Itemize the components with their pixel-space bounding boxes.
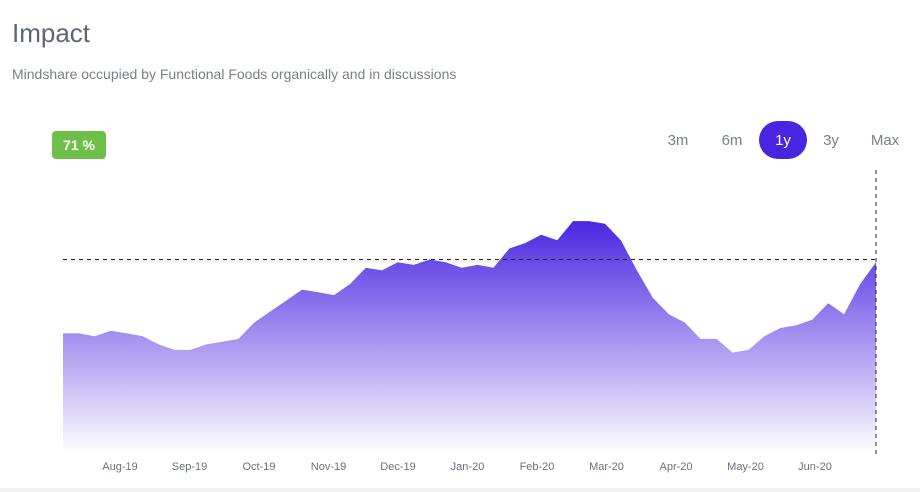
range-3m-button[interactable]: 3m (667, 131, 689, 149)
x-tick-label: Jan-20 (451, 461, 485, 473)
x-tick-label: Aug-19 (102, 461, 137, 473)
x-tick-label: May-20 (727, 461, 764, 473)
page-subtitle: Mindshare occupied by Functional Foods o… (12, 66, 457, 82)
x-tick-label: Apr-20 (659, 461, 692, 473)
x-tick-label: Mar-20 (589, 461, 624, 473)
range-max-button[interactable]: Max (870, 131, 900, 149)
x-tick-label: Sep-19 (172, 461, 207, 473)
range-6m-button[interactable]: 6m (721, 131, 743, 149)
range-1y-button[interactable]: 1y (759, 121, 807, 159)
page-title: Impact (12, 18, 91, 48)
impact-area-chart: Aug-19 Sep-19 Oct-19 Nov-19 Dec-19 Jan-20 Feb-… (63, 170, 877, 473)
time-range-selector: 3m 6m 1y 3y Max (0, 121, 920, 159)
x-tick-label: Nov-19 (311, 461, 346, 473)
x-tick-label: Oct-19 (242, 461, 275, 473)
x-tick-label: Jun-20 (798, 461, 832, 473)
area-series (63, 221, 876, 454)
bottom-divider (0, 488, 920, 492)
x-tick-label: Dec-19 (380, 461, 415, 473)
x-tick-label: Feb-20 (520, 461, 555, 473)
impact-score-badge: 71 % (52, 131, 106, 159)
range-3y-button[interactable]: 3y (823, 131, 839, 149)
